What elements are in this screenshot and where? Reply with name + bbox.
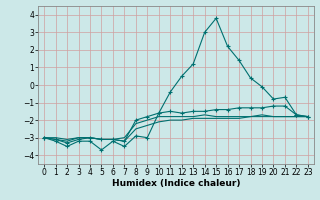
X-axis label: Humidex (Indice chaleur): Humidex (Indice chaleur) (112, 179, 240, 188)
